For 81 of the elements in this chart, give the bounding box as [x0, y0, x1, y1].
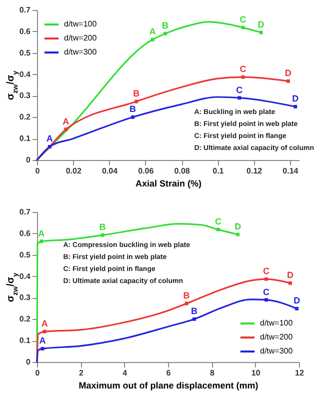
point [295, 306, 299, 310]
legend-label: d/tw=200 [260, 332, 294, 342]
data-label: B [99, 222, 106, 232]
point [150, 38, 154, 42]
x-tick-label: 2 [78, 368, 84, 378]
x-axis-title: Maximum out of plane displacement (mm) [78, 380, 258, 390]
data-label: B [133, 88, 140, 98]
x-tick-label: 0.08 [174, 166, 190, 176]
data-label: A [62, 116, 70, 126]
data-label: B [130, 104, 137, 114]
y-tick-label: 0.2 [19, 314, 32, 324]
y-tick-label: 0 [26, 358, 32, 366]
x-tick-label: 8 [210, 368, 215, 378]
y-tick-label: 0.6 [19, 228, 32, 238]
point [216, 228, 220, 232]
x-tick-label: 12 [295, 368, 304, 378]
x-tick-label: 0 [35, 166, 40, 176]
point [131, 115, 134, 119]
data-label: D [258, 20, 265, 30]
x-tick-label: 4 [122, 368, 128, 378]
data-label: D [287, 270, 294, 280]
y-tick-label: 0.1 [19, 336, 32, 346]
y-tick-label: 0.3 [19, 293, 32, 302]
data-label: C [263, 286, 270, 297]
point [42, 330, 46, 334]
data-label: B [162, 20, 170, 31]
x-tick-label: 0.1 [212, 166, 224, 176]
legend-label: d/tw=100 [260, 318, 294, 328]
legend-label: d/tw=300 [64, 48, 98, 56]
y-tick-label: 0.4 [19, 70, 32, 79]
data-label: C [236, 84, 244, 95]
data-label: A [46, 134, 54, 144]
data-label: D [284, 68, 292, 78]
data-label: C [214, 216, 222, 227]
y-tick-label: 0.5 [19, 250, 32, 260]
x-tick-label: 6 [166, 368, 172, 378]
legend-label: d/tw=100 [64, 20, 98, 28]
legend-label: d/tw=200 [64, 34, 98, 42]
line-series [36, 278, 292, 363]
y-tick-label: 0.2 [19, 112, 32, 122]
data-label: A [41, 318, 48, 329]
data-label: B [183, 290, 190, 300]
data-label: C [240, 14, 247, 25]
y-tick-label: 0.1 [19, 134, 32, 144]
point [40, 240, 44, 244]
x-tick-label: 0.12 [246, 166, 263, 176]
y-tick-label: 0.7 [19, 6, 32, 14]
x-axis-title: Axial Strain (%) [135, 178, 202, 188]
legend-label: d/tw=300 [260, 346, 294, 356]
data-label: D [234, 222, 242, 232]
data-label: C [263, 266, 270, 276]
y-tick-label: 0 [26, 156, 32, 164]
point [264, 277, 268, 281]
point [64, 128, 68, 132]
data-label: C [240, 64, 247, 74]
point [192, 317, 196, 321]
x-tick-label: 0.02 [66, 166, 82, 176]
data-label: D [292, 94, 300, 104]
point [164, 32, 168, 36]
x-tick-label: 0 [35, 368, 40, 378]
x-tick-label: 10 [251, 368, 261, 378]
point [40, 346, 44, 350]
y-tick-label: 0.5 [19, 48, 32, 58]
point [294, 104, 298, 108]
x-tick-label: 0.04 [102, 166, 118, 176]
point [264, 298, 268, 302]
point [286, 79, 290, 83]
y-tick-label: 0.6 [19, 26, 32, 36]
y-tick-label: 0.7 [19, 208, 32, 216]
x-tick-label: 0.06 [138, 166, 154, 176]
data-label: B [190, 306, 198, 316]
x-tick-label: 0.14 [282, 166, 299, 176]
point [238, 96, 242, 100]
data-label: A [39, 336, 46, 346]
data-label: A [149, 26, 156, 37]
data-label: A [38, 228, 46, 238]
point [48, 144, 52, 148]
point [288, 281, 292, 285]
data-label: D [294, 296, 301, 306]
y-tick-label: 0.3 [19, 91, 32, 100]
y-tick-label: 0.4 [19, 272, 32, 281]
